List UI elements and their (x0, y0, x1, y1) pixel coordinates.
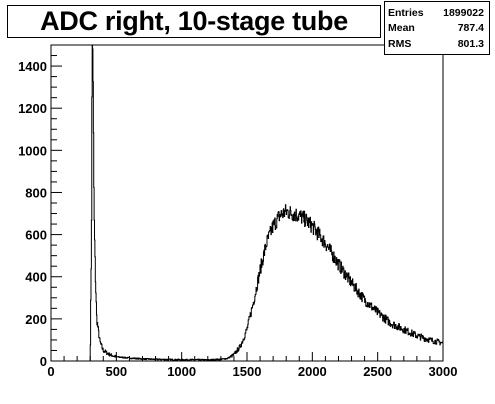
stats-value-mean: 787.4 (457, 22, 484, 34)
stats-row-mean: Mean 787.4 (388, 22, 484, 36)
x-tick-label: 2000 (298, 364, 327, 379)
y-tick-label: 1200 (18, 101, 47, 116)
y-tick-label: 600 (25, 228, 47, 243)
y-axis: 0 200 400 600 800 1000 1200 1400 (18, 44, 62, 369)
y-tick-label: 200 (25, 312, 47, 327)
x-tick-label: 500 (105, 364, 127, 379)
stats-box: Entries 1899022 Mean 787.4 RMS 801.3 (384, 1, 490, 55)
stats-row-entries: Entries 1899022 (388, 7, 484, 21)
x-tick-label: 1500 (233, 364, 262, 379)
x-tick-label: 0 (47, 364, 54, 379)
chart-title-box: ADC right, 10-stage tube (7, 5, 381, 38)
y-tick-label: 800 (25, 185, 47, 200)
stats-label-mean: Mean (388, 22, 415, 34)
y-tick-label: 400 (25, 270, 47, 285)
plot-frame (50, 44, 444, 362)
y-tick-label: 1400 (18, 59, 47, 74)
y-tick-label: 0 (40, 354, 47, 369)
y-tick-label: 1000 (18, 143, 47, 158)
stats-value-entries: 1899022 (443, 7, 484, 19)
stats-label-rms: RMS (388, 38, 412, 50)
stats-row-rms: RMS 801.3 (388, 38, 484, 52)
x-axis: 0 500 1000 1500 2000 2500 3000 (47, 352, 457, 379)
histogram-series (89, 44, 444, 361)
stats-label-entries: Entries (388, 7, 424, 19)
x-tick-label: 1000 (167, 364, 196, 379)
x-tick-label: 3000 (429, 364, 458, 379)
x-tick-label: 2500 (363, 364, 392, 379)
stats-value-rms: 801.3 (457, 38, 484, 50)
chart-title: ADC right, 10-stage tube (40, 6, 348, 36)
